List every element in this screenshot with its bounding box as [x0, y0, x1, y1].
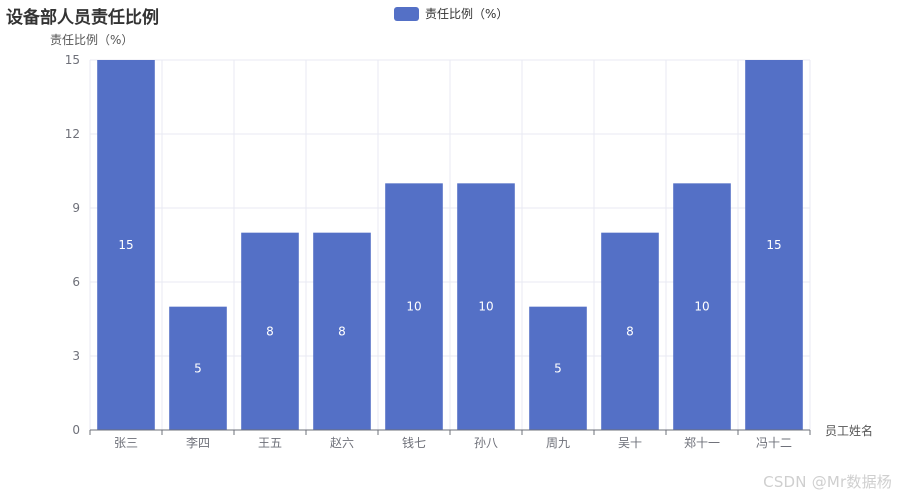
- x-tick-label: 王五: [258, 436, 282, 450]
- y-tick-label: 6: [72, 275, 80, 289]
- y-tick-label: 3: [72, 349, 80, 363]
- legend[interactable]: 责任比例（%）: [394, 5, 508, 22]
- bar-value-label: 8: [266, 324, 274, 338]
- y-tick-label: 12: [65, 127, 80, 141]
- legend-label: 责任比例（%）: [425, 7, 509, 21]
- bar-value-label: 15: [118, 238, 133, 252]
- bar: [601, 232, 659, 430]
- watermark: CSDN @Mr数据杨: [763, 473, 892, 491]
- x-axis-title: 员工姓名: [825, 424, 874, 438]
- x-tick-label: 吴十: [618, 436, 642, 450]
- bar: [97, 60, 155, 430]
- x-tick-label: 冯十二: [756, 436, 792, 450]
- chart-title: 设备部人员责任比例: [6, 8, 159, 28]
- bar-value-label: 8: [338, 324, 346, 338]
- bar: [241, 232, 299, 430]
- bar: [457, 183, 515, 430]
- y-axis-title: 责任比例（%）: [50, 33, 134, 47]
- x-tick-label: 周九: [546, 436, 570, 450]
- x-tick-label: 钱七: [402, 435, 426, 450]
- bar: [313, 232, 371, 430]
- bar-value-label: 10: [694, 300, 709, 314]
- y-tick-label: 9: [72, 201, 80, 215]
- y-tick-label: 0: [72, 423, 80, 437]
- x-tick-label: 李四: [186, 435, 210, 450]
- bar: [169, 306, 227, 430]
- y-tick-label: 15: [65, 53, 80, 67]
- x-tick-label: 郑十一: [684, 435, 720, 450]
- legend-swatch: [394, 6, 419, 21]
- bar-value-label: 10: [406, 300, 421, 314]
- bar: [673, 183, 731, 430]
- bar: [745, 60, 803, 430]
- bar-value-label: 5: [194, 361, 202, 375]
- bar: [529, 306, 587, 430]
- bar-value-label: 5: [554, 361, 562, 375]
- bar-value-label: 8: [626, 324, 634, 338]
- x-tick-label: 张三: [114, 436, 138, 450]
- x-tick-label: 赵六: [330, 436, 354, 450]
- bar-value-label: 10: [478, 300, 493, 314]
- x-tick-label: 孙八: [474, 436, 498, 450]
- bar-value-label: 15: [766, 238, 781, 252]
- bar: [385, 183, 443, 430]
